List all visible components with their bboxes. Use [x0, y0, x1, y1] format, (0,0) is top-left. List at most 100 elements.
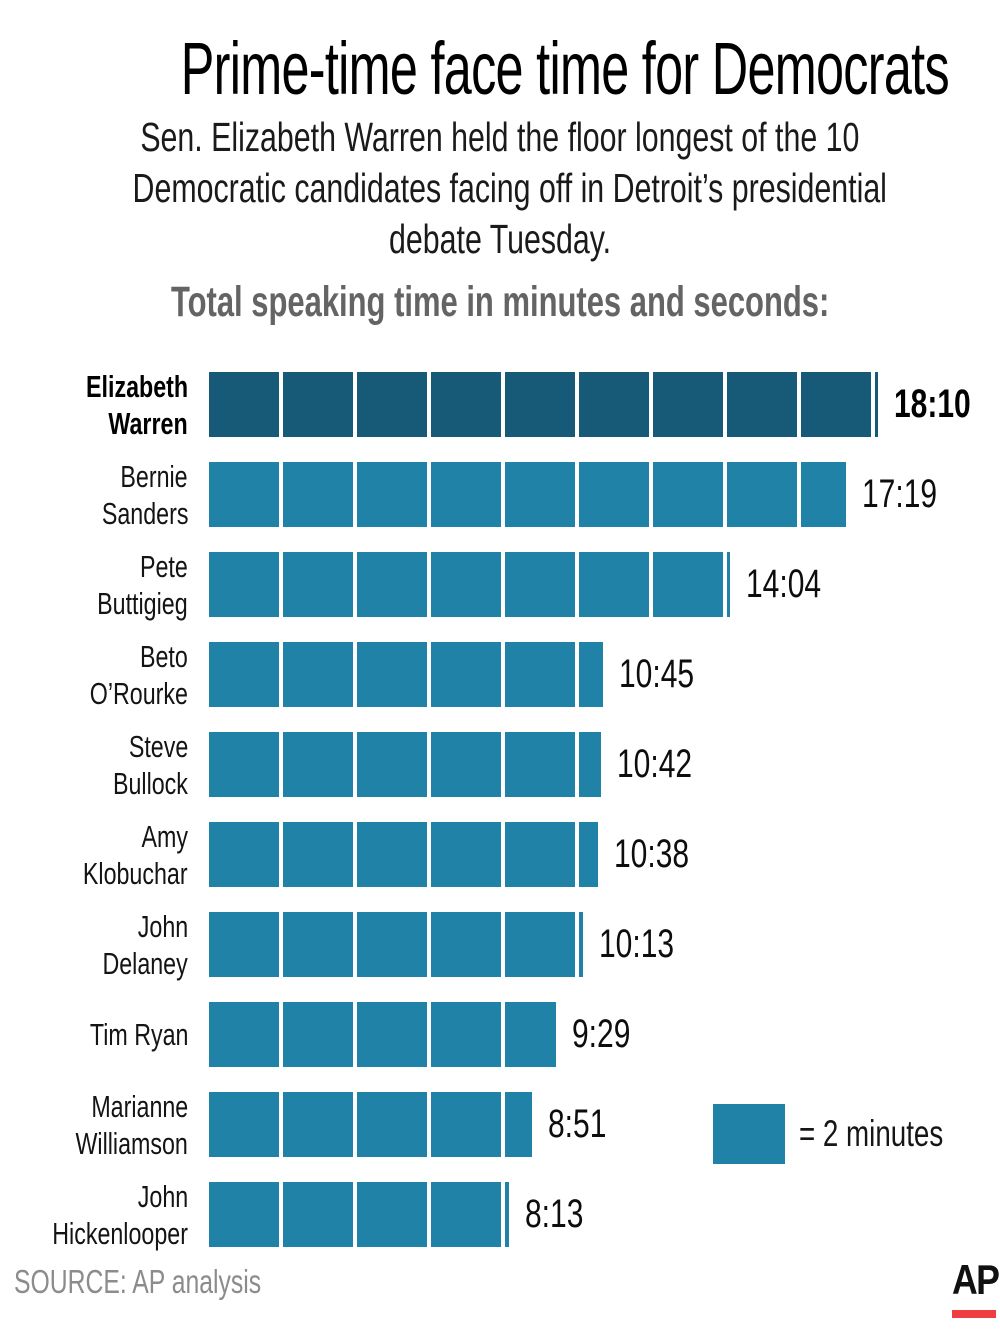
bar-chart: Elizabeth Warren 18:10 Bernie Sanders 17:19 Pe…	[0, 369, 1000, 1272]
candidate-label: Elizabeth Warren	[0, 368, 188, 442]
candidate-label-line: Warren	[108, 405, 188, 441]
bar-segment-partial	[505, 1002, 556, 1067]
subtitle-line-1: Sen. Elizabeth Warren held the floor lon…	[140, 114, 860, 160]
bar	[209, 552, 730, 617]
candidate-label: Pete Buttigieg	[0, 548, 188, 622]
candidate-label: Marianne Williamson	[0, 1088, 188, 1162]
candidate-label: Amy Klobuchar	[0, 818, 188, 892]
bar-segment	[209, 1092, 279, 1157]
candidate-label-line: Marianne	[91, 1088, 188, 1124]
candidate-label-line: Sanders	[101, 495, 188, 531]
bar-segment	[283, 462, 353, 527]
value-label-text: 14:04	[746, 562, 822, 606]
bar-segment	[505, 372, 575, 437]
chart-row: Steve Bullock 10:42	[0, 729, 1000, 801]
bar-segment	[283, 912, 353, 977]
value-label: 17:19	[862, 472, 962, 517]
bar-segment	[357, 912, 427, 977]
bar	[209, 822, 598, 887]
value-label-text: 10:13	[599, 922, 675, 966]
value-label: 8:13	[525, 1192, 603, 1237]
ap-logo: AP	[952, 1258, 1000, 1318]
bar	[209, 1182, 509, 1247]
bar-segment	[505, 912, 575, 977]
bar-segment	[357, 732, 427, 797]
subtitle-line: Sen. Elizabeth Warren held the floor lon…	[0, 112, 1000, 163]
bar-segment	[505, 732, 575, 797]
candidate-label-line: Buttigieg	[97, 585, 188, 621]
bar-segment	[283, 372, 353, 437]
candidate-label-line: Bullock	[113, 765, 188, 801]
bar-segment	[209, 822, 279, 887]
bar-segment	[431, 552, 501, 617]
bar-segment	[431, 912, 501, 977]
bar	[209, 1002, 556, 1067]
bar-segment	[579, 462, 649, 527]
bar-segment	[431, 372, 501, 437]
value-label: 10:45	[619, 652, 719, 697]
chart-section-label-text: Total speaking time in minutes and secon…	[170, 278, 830, 326]
bar-segment-partial	[505, 1092, 532, 1157]
candidate-label-line: Elizabeth	[85, 368, 188, 404]
candidate-label: Tim Ryan	[0, 1016, 188, 1053]
bar	[209, 462, 846, 527]
bar-segment	[357, 642, 427, 707]
bar-segment	[505, 822, 575, 887]
bar-segment	[431, 462, 501, 527]
candidate-label-line: Williamson	[75, 1125, 188, 1161]
candidate-label-line: Tim Ryan	[89, 1017, 188, 1052]
bar-segment-partial	[801, 462, 846, 527]
bar	[209, 372, 878, 437]
bar-segment	[357, 1092, 427, 1157]
subtitle-line-2: Democratic candidates facing off in Detr…	[132, 165, 887, 211]
candidate-label-line: Klobuchar	[83, 855, 188, 891]
bar-segment	[283, 1002, 353, 1067]
bar-segment	[505, 462, 575, 527]
bar-segment-partial	[579, 732, 601, 797]
bar-segment	[357, 1182, 427, 1247]
subtitle-line-3: debate Tuesday.	[388, 216, 612, 262]
subtitle-line: Democratic candidates facing off in Detr…	[0, 163, 1000, 214]
chart-row: Pete Buttigieg 14:04	[0, 549, 1000, 621]
bar-segment	[653, 552, 723, 617]
bar	[209, 732, 601, 797]
value-label-text: 18:10	[894, 382, 971, 426]
bar-segment	[283, 822, 353, 887]
value-label-text: 10:42	[617, 742, 693, 786]
chart-row: Marianne Williamson 8:51	[0, 1089, 1000, 1161]
candidate-label-line: Amy	[141, 818, 189, 854]
chart-row: John Hickenlooper 8:13	[0, 1179, 1000, 1251]
source-credit-text: SOURCE: AP analysis	[14, 1263, 262, 1300]
chart-row: Tim Ryan 9:29	[0, 1002, 1000, 1067]
chart-row: Beto O’Rourke 10:45	[0, 639, 1000, 711]
bar-segment	[209, 732, 279, 797]
bar-segment	[209, 1002, 279, 1067]
value-label-text: 10:45	[619, 652, 695, 696]
subtitle: Sen. Elizabeth Warren held the floor lon…	[0, 112, 1000, 265]
bar-segment	[727, 462, 797, 527]
bar-segment	[283, 1092, 353, 1157]
bar-segment-partial	[579, 912, 583, 977]
bar-segment-partial	[579, 822, 598, 887]
bar	[209, 912, 583, 977]
bar-segment	[357, 822, 427, 887]
candidate-label-line: Hickenlooper	[52, 1215, 188, 1251]
bar-segment	[579, 372, 649, 437]
bar-segment	[431, 732, 501, 797]
bar-segment-partial	[875, 372, 878, 437]
bar-segment	[801, 372, 871, 437]
chart-row: Bernie Sanders 17:19	[0, 459, 1000, 531]
bar-segment	[431, 1092, 501, 1157]
value-label: 18:10	[894, 382, 996, 427]
candidate-label-line: Beto	[140, 638, 188, 674]
bar-segment	[209, 462, 279, 527]
bar-segment-partial	[505, 1182, 509, 1247]
subtitle-line: debate Tuesday.	[0, 214, 1000, 265]
chart-row: Amy Klobuchar 10:38	[0, 819, 1000, 891]
bar-segment	[357, 372, 427, 437]
candidate-label: Bernie Sanders	[0, 458, 188, 532]
value-label: 10:38	[614, 832, 714, 877]
bar-segment	[653, 462, 723, 527]
bar-segment	[209, 372, 279, 437]
candidate-label-line: John	[137, 908, 188, 944]
